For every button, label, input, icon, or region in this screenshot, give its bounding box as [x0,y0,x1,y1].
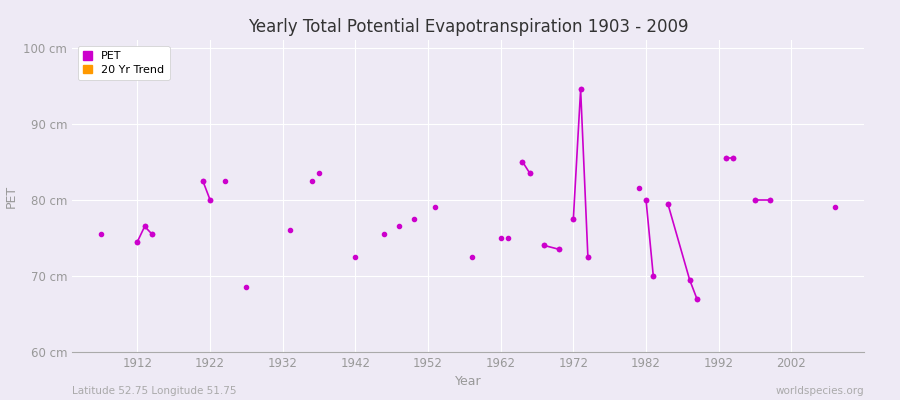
Point [552,246,566,252]
Point [130,238,145,245]
Point [283,227,297,234]
Point [689,296,704,302]
Title: Yearly Total Potential Evapotranspiration 1903 - 2009: Yearly Total Potential Evapotranspiratio… [248,18,688,36]
Y-axis label: PET: PET [4,184,18,208]
Point [748,197,762,203]
Point [573,86,588,93]
Point [516,158,530,165]
Point [661,200,675,207]
Point [566,216,580,222]
Point [682,276,697,283]
Point [239,284,254,290]
Point [138,223,152,230]
Point [516,158,530,165]
Point [552,246,566,252]
Point [94,231,108,237]
Point [138,223,152,230]
Point [580,254,595,260]
Point [682,276,697,283]
Point [145,231,159,237]
Point [726,155,741,161]
Point [537,242,552,249]
Point [689,296,704,302]
Text: worldspecies.org: worldspecies.org [776,386,864,396]
Point [392,223,406,230]
Point [145,231,159,237]
Point [573,86,588,93]
Point [726,155,741,161]
Point [304,178,319,184]
Point [646,273,661,279]
Point [762,197,777,203]
Point [632,185,646,192]
Point [719,155,733,161]
Point [202,197,217,203]
Point [195,178,210,184]
Point [195,178,210,184]
Point [523,170,537,176]
Point [500,235,515,241]
Point [130,238,145,245]
Point [348,254,363,260]
Text: Latitude 52.75 Longitude 51.75: Latitude 52.75 Longitude 51.75 [72,386,237,396]
Point [537,242,552,249]
Point [311,170,326,176]
Point [828,204,842,211]
Point [493,235,508,241]
Point [202,197,217,203]
Point [661,200,675,207]
Point [428,204,443,211]
Point [639,197,653,203]
Point [566,216,580,222]
Point [377,231,392,237]
Point [464,254,479,260]
Point [748,197,762,203]
Point [406,216,420,222]
Point [762,197,777,203]
Point [639,197,653,203]
Legend: PET, 20 Yr Trend: PET, 20 Yr Trend [77,46,169,80]
Point [719,155,733,161]
Point [218,178,232,184]
X-axis label: Year: Year [454,376,482,388]
Point [580,254,595,260]
Point [646,273,661,279]
Point [523,170,537,176]
